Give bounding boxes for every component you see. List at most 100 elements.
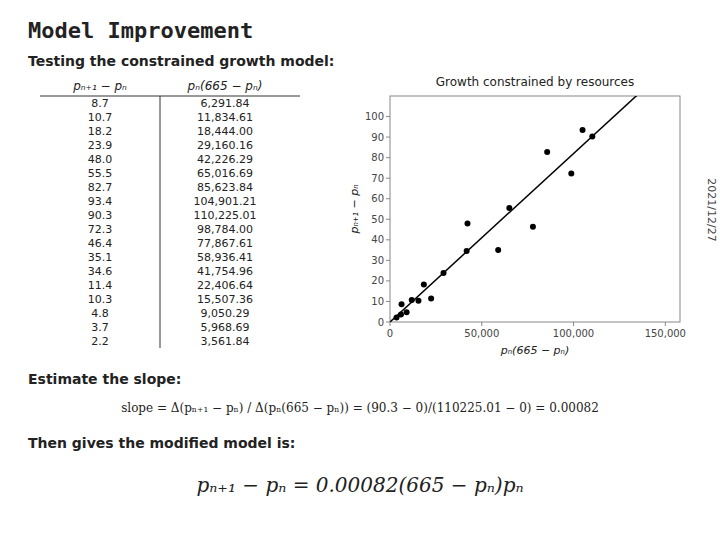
- y-tick-label: 100: [365, 111, 384, 122]
- table-cell: 18.2: [88, 125, 113, 138]
- y-tick-label: 50: [371, 214, 384, 225]
- table-cell: 85,623.84: [197, 181, 253, 194]
- date-text: 2021/12/27: [705, 178, 718, 241]
- x-tick-label: 50,000: [464, 328, 499, 339]
- table-cell: 6,291.84: [201, 97, 250, 110]
- y-tick-label: 0: [378, 317, 384, 328]
- table-rule: [40, 96, 300, 97]
- table-cell: 55.5: [88, 167, 113, 180]
- table-cell: 5,968.69: [201, 321, 250, 334]
- table-cell: 8.7: [91, 97, 109, 110]
- table-cell: 34.6: [88, 265, 113, 278]
- plot-marks: [390, 96, 680, 322]
- table-cell: 29,160.16: [197, 139, 253, 152]
- data-table: pₙ₊₁ − pₙ pₙ(665 − pₙ) 8.7 6,291.84 10.7 11,8…: [40, 79, 300, 348]
- y-tick: [386, 178, 390, 179]
- table-cell: 3,561.84: [201, 335, 250, 348]
- slide: Model Improvement Testing the constrained…: [0, 0, 720, 540]
- table-cell: 9,050.29: [201, 307, 250, 320]
- scatter-point: [568, 170, 574, 176]
- table-cell: 110,225.01: [194, 209, 257, 222]
- scatter-point: [441, 270, 447, 276]
- y-tick-label: 60: [371, 193, 384, 204]
- table-cell: 65,016.69: [197, 167, 253, 180]
- y-tick: [386, 157, 390, 158]
- y-tick-label: 10: [371, 296, 384, 307]
- table-cell: 104,901.21: [194, 195, 257, 208]
- table-cell: 18,444.00: [197, 125, 253, 138]
- table-cell: 90.3: [88, 209, 113, 222]
- y-tick-label: 20: [371, 275, 384, 286]
- table-cell: 10.7: [88, 111, 113, 124]
- table-cell: 3.7: [91, 321, 109, 334]
- fit-line: [390, 96, 680, 322]
- scatter-point: [589, 133, 595, 139]
- table-cell: 11,834.61: [197, 111, 253, 124]
- table-cell: 4.8: [91, 307, 109, 320]
- x-tick: [573, 322, 574, 326]
- table-cell: 58,936.41: [197, 251, 253, 264]
- table-separator: [160, 96, 161, 348]
- table-cell: 2.2: [91, 335, 109, 348]
- table-cell: 35.1: [88, 251, 113, 264]
- y-tick: [386, 260, 390, 261]
- y-tick-label: 80: [371, 152, 384, 163]
- scatter-point: [506, 205, 512, 211]
- table-cell: 77,867.61: [197, 237, 253, 250]
- table-cell: 15,507.36: [197, 293, 253, 306]
- estimate-label: Estimate the slope:: [28, 371, 181, 387]
- slide-subtitle: Testing the constrained growth model:: [28, 53, 334, 69]
- model-equation: pₙ₊₁ − pₙ = 0.00082(665 − pₙ)pₙ: [196, 473, 523, 497]
- slide-title: Model Improvement: [28, 18, 253, 43]
- y-tick-label: 70: [371, 173, 384, 184]
- table-cell: 98,784.00: [197, 223, 253, 236]
- y-tick: [386, 198, 390, 199]
- x-tick-label: 0: [387, 328, 393, 339]
- y-tick-label: 90: [371, 132, 384, 143]
- y-tick: [386, 219, 390, 220]
- y-tick-label: 30: [371, 255, 384, 266]
- scatter-point: [394, 314, 400, 320]
- plot-frame: [390, 96, 680, 322]
- scatter-point: [544, 149, 550, 155]
- y-axis-label: pₙ₊₁ − pₙ: [348, 184, 361, 234]
- table-cell: 46.4: [88, 237, 113, 250]
- y-tick: [386, 239, 390, 240]
- y-tick: [386, 116, 390, 117]
- scatter-point: [580, 127, 586, 133]
- table-cell: 41,754.96: [197, 265, 253, 278]
- scatter-point: [404, 309, 410, 315]
- table-cell: 42,226.29: [197, 153, 253, 166]
- table-cell: 72.3: [88, 223, 113, 236]
- scatter-point: [415, 298, 421, 304]
- table-cell: 23.9: [88, 139, 113, 152]
- y-tick: [386, 322, 390, 323]
- scatter-point: [464, 248, 470, 254]
- table-cell: 93.4: [88, 195, 113, 208]
- x-tick: [665, 322, 666, 326]
- slope-formula: slope = Δ(pₙ₊₁ − pₙ) / Δ(pₙ(665 − pₙ)) =…: [121, 401, 599, 415]
- x-tick-label: 150,000: [645, 328, 686, 339]
- y-tick: [386, 137, 390, 138]
- scatter-point: [428, 296, 434, 302]
- x-tick: [390, 322, 391, 326]
- table-header: pₙ(665 − pₙ): [187, 79, 263, 93]
- scatter-point: [399, 301, 405, 307]
- scatter-point: [409, 297, 415, 303]
- x-axis-label: pₙ(665 − pₙ): [500, 344, 570, 357]
- scatter-point: [421, 282, 427, 288]
- table-header: pₙ₊₁ − pₙ: [72, 79, 127, 93]
- table-cell: 48.0: [88, 153, 113, 166]
- scatter-point: [530, 224, 536, 230]
- table-cell: 10.3: [88, 293, 113, 306]
- chart-title: Growth constrained by resources: [436, 75, 634, 89]
- y-tick: [386, 280, 390, 281]
- scatter-point: [495, 247, 501, 253]
- table-cell: 82.7: [88, 181, 113, 194]
- scatter-chart: Growth constrained by resources 0 50,000 10…: [348, 56, 686, 357]
- x-tick-label: 100,000: [553, 328, 594, 339]
- then-label: Then gives the modified model is:: [28, 435, 295, 451]
- table-cell: 22,406.64: [197, 279, 253, 292]
- x-tick: [481, 322, 482, 326]
- y-tick: [386, 301, 390, 302]
